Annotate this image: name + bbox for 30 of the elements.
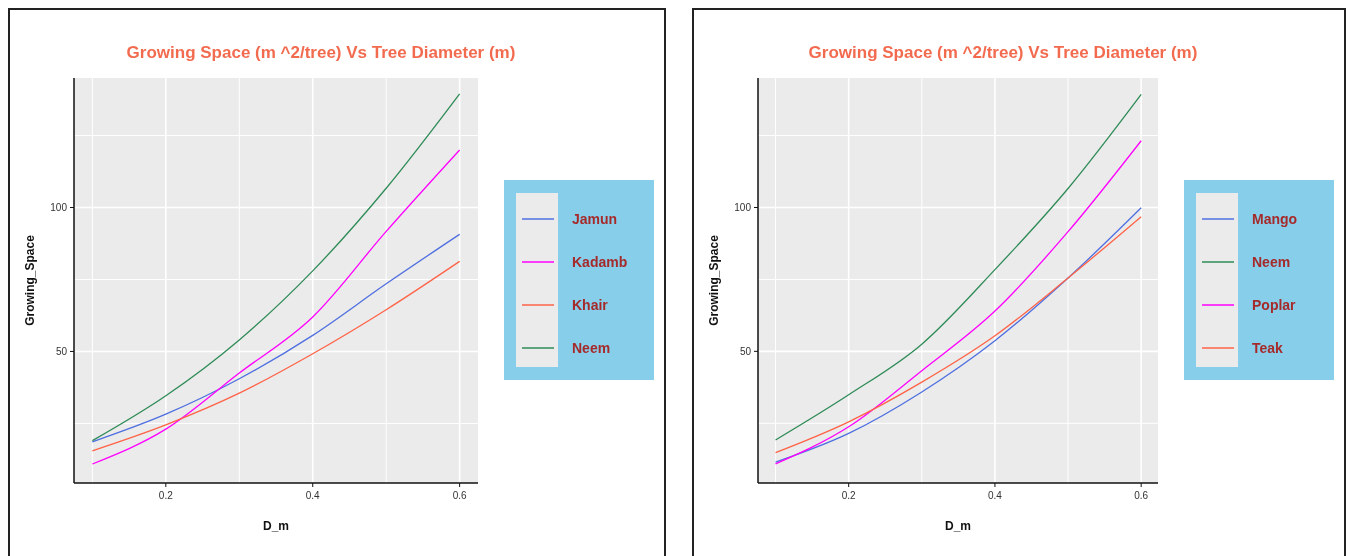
legend-label: Neem [572,340,611,356]
line-series [91,93,461,442]
x-tick-label: 0.6 [452,490,468,501]
legend-label: Poplar [1252,297,1297,313]
line-series [91,260,461,452]
line-series [91,149,461,465]
legend-label: Neem [1252,254,1291,270]
legend-label: Jamun [572,211,618,227]
y-axis-title: Growing_Space [707,234,721,326]
y-tick-label: 100 [734,201,752,213]
y-axis-title: Growing_Space [23,234,37,326]
legend-label: Khair [572,297,609,313]
x-tick-label: 0.4 [305,490,321,501]
y-tick-label: 50 [739,345,752,357]
legend-label: Mango [1252,211,1298,227]
x-tick-label: 0.2 [841,490,857,501]
x-tick-label: 0.2 [158,490,174,501]
legend-label: Teak [1252,340,1284,356]
x-tick-label: 0.6 [1134,490,1149,501]
line-series [91,233,461,443]
line-series [774,93,1142,441]
chart-title: Growing Space (m ^2/tree) Vs Tree Diameter (m) [126,43,516,62]
x-axis-title: D_m [944,519,972,533]
y-tick-label: 100 [50,202,68,214]
legend-label: Kadamb [572,254,628,270]
x-tick-label: 0.4 [987,490,1003,501]
x-axis-title: D_m [262,519,290,533]
line-series [774,140,1142,465]
chart-title: Growing Space (m ^2/tree) Vs Tree Diameter (m) [808,43,1198,62]
y-tick-label: 50 [55,345,68,357]
